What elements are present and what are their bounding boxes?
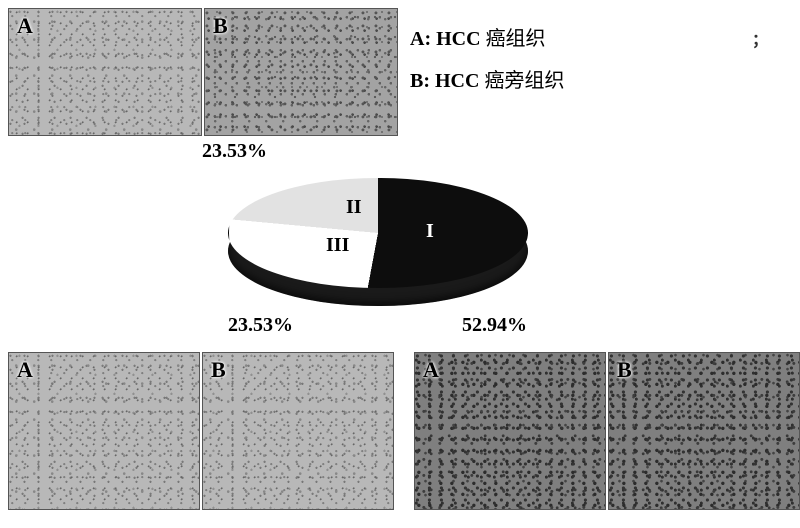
tissue-top-B: B: [204, 8, 398, 136]
legend-text: 癌组织: [486, 28, 546, 50]
bottom-left-group: A B: [8, 352, 394, 510]
pie-slices: [228, 178, 528, 288]
legend-bold: HCC: [435, 70, 479, 92]
pie-chart: I II III: [228, 178, 528, 308]
panel-letter: B: [617, 357, 632, 383]
pie-face: [228, 178, 528, 288]
legend-bold: HCC: [436, 28, 480, 50]
panel-letter: A: [17, 357, 33, 383]
bottom-tissue-panels: A B A B: [8, 352, 800, 510]
slice-label-I: I: [426, 220, 434, 243]
legend-row-B: B: HCC 癌旁组织: [410, 60, 564, 102]
stray-mark: ；: [752, 26, 768, 50]
panel-letter: B: [213, 13, 228, 39]
tissue-top-A: A: [8, 8, 202, 136]
slice-label-II: II: [346, 196, 362, 219]
tissue-bottom-left-A: A: [8, 352, 200, 510]
percent-label-left: 23.53%: [228, 314, 293, 337]
tissue-bottom-left-B: B: [202, 352, 394, 510]
legend-row-A: A: HCC 癌组织: [410, 18, 564, 60]
legend-text: 癌旁组织: [484, 70, 564, 92]
tissue-bottom-right-A: A: [414, 352, 606, 510]
percent-label-right: 52.94%: [462, 314, 527, 337]
legend-key: B:: [410, 70, 430, 92]
tissue-bottom-right-B: B: [608, 352, 800, 510]
panel-letter: A: [423, 357, 439, 383]
bottom-right-group: A B: [414, 352, 800, 510]
panel-legend: A: HCC 癌组织 B: HCC 癌旁组织: [410, 18, 564, 102]
legend-key: A:: [410, 28, 431, 50]
top-tissue-panels: A B: [8, 8, 398, 136]
group-gap: [396, 352, 412, 510]
panel-letter: B: [211, 357, 226, 383]
percent-label-top: 23.53%: [202, 140, 267, 163]
slice-label-III: III: [326, 234, 349, 257]
panel-letter: A: [17, 13, 33, 39]
